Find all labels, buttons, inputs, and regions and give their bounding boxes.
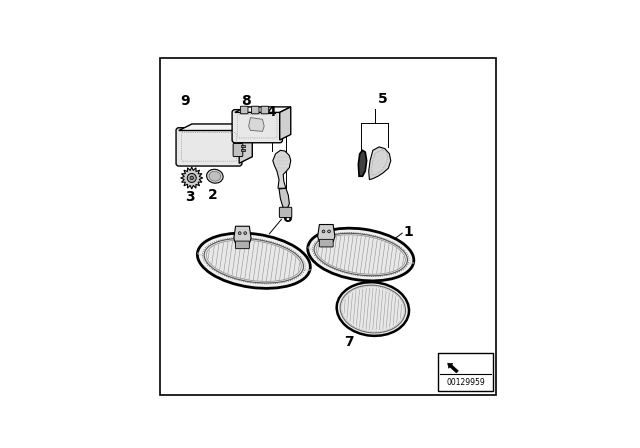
Polygon shape — [239, 124, 252, 163]
FancyBboxPatch shape — [252, 106, 259, 114]
Polygon shape — [179, 124, 252, 130]
Ellipse shape — [316, 235, 405, 274]
Ellipse shape — [197, 233, 310, 289]
Ellipse shape — [322, 230, 325, 233]
Text: 3: 3 — [185, 190, 195, 204]
Text: 6: 6 — [282, 211, 292, 224]
Text: 8: 8 — [241, 95, 251, 108]
Polygon shape — [317, 224, 335, 242]
Text: 00129959: 00129959 — [446, 378, 485, 387]
Polygon shape — [279, 188, 289, 209]
FancyBboxPatch shape — [261, 106, 269, 114]
Ellipse shape — [308, 228, 414, 281]
Bar — [438, 353, 493, 391]
Ellipse shape — [340, 285, 406, 333]
Text: 7: 7 — [344, 335, 353, 349]
Polygon shape — [280, 107, 291, 140]
Ellipse shape — [209, 171, 221, 181]
Text: 2: 2 — [208, 188, 218, 202]
Polygon shape — [273, 151, 291, 188]
Ellipse shape — [238, 232, 241, 234]
Ellipse shape — [244, 232, 246, 234]
Text: 5: 5 — [378, 92, 388, 106]
Polygon shape — [369, 147, 391, 180]
FancyBboxPatch shape — [241, 106, 248, 114]
FancyBboxPatch shape — [176, 128, 242, 166]
Bar — [241, 149, 244, 151]
Ellipse shape — [207, 240, 301, 281]
Bar — [241, 145, 244, 147]
Ellipse shape — [328, 230, 330, 233]
FancyBboxPatch shape — [236, 241, 250, 249]
Polygon shape — [249, 117, 264, 131]
FancyBboxPatch shape — [233, 143, 243, 156]
Text: 4: 4 — [266, 105, 276, 120]
FancyBboxPatch shape — [319, 239, 333, 247]
Ellipse shape — [337, 282, 409, 336]
FancyBboxPatch shape — [232, 110, 282, 143]
Polygon shape — [358, 151, 367, 176]
FancyBboxPatch shape — [280, 207, 292, 218]
Polygon shape — [235, 107, 291, 112]
Polygon shape — [180, 167, 203, 189]
FancyArrow shape — [448, 363, 458, 373]
Ellipse shape — [190, 176, 193, 180]
Ellipse shape — [314, 233, 408, 276]
Ellipse shape — [204, 238, 303, 283]
Ellipse shape — [207, 169, 223, 183]
Text: 9: 9 — [180, 95, 189, 108]
Text: 1: 1 — [403, 225, 413, 239]
Ellipse shape — [188, 173, 196, 182]
Polygon shape — [234, 226, 251, 244]
